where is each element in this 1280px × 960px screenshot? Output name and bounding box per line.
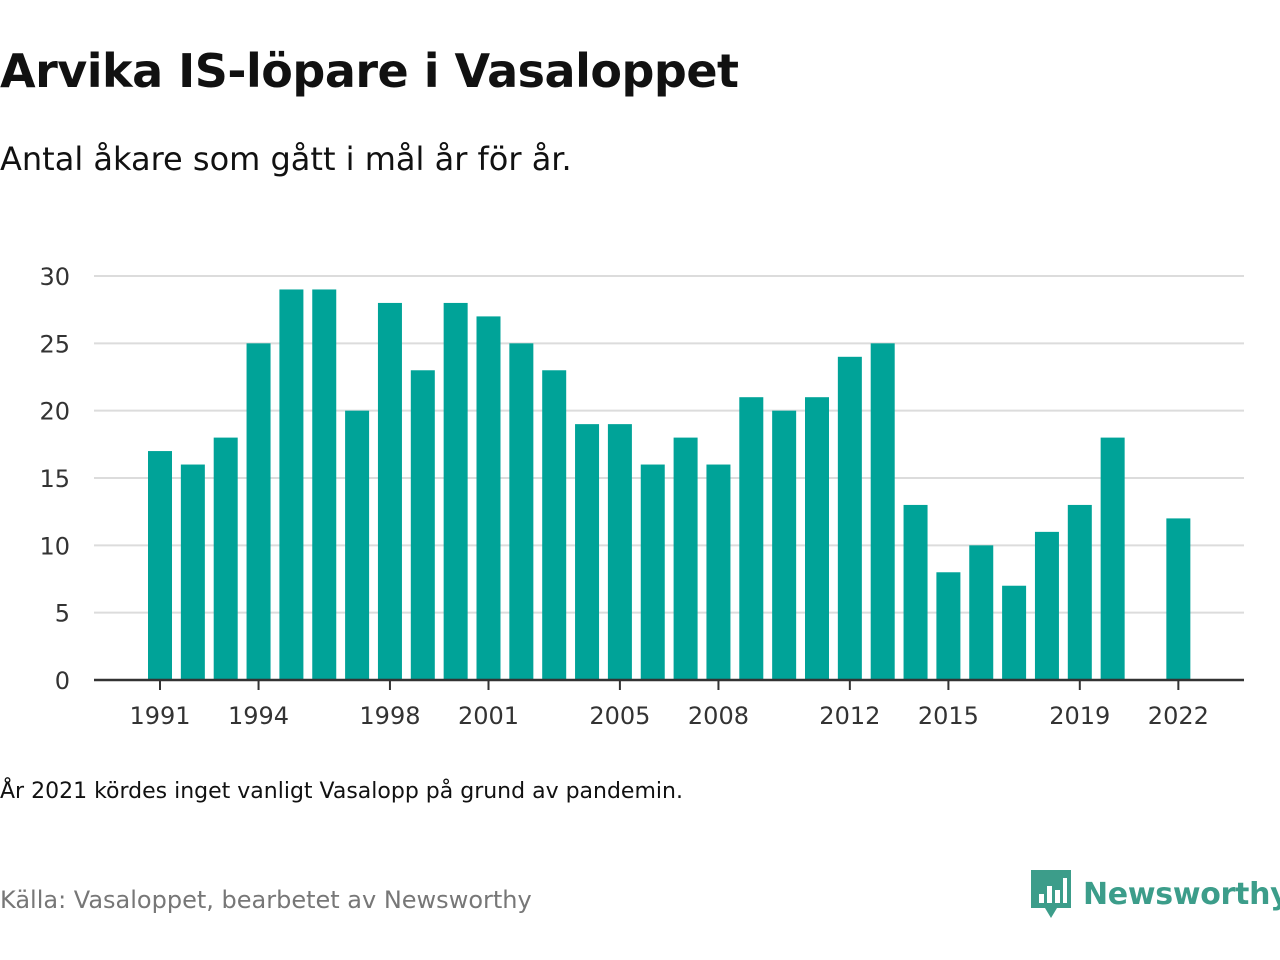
bar <box>673 437 698 680</box>
bar <box>443 302 468 680</box>
x-tick-label: 1994 <box>228 702 289 730</box>
bar <box>969 545 994 680</box>
y-tick-label: 20 <box>39 398 70 426</box>
bar <box>377 302 402 680</box>
y-tick-label: 15 <box>39 465 70 493</box>
bar <box>410 370 435 680</box>
newsworthy-logo[interactable]: Newsworthy <box>1031 870 1280 918</box>
x-tick-label: 1998 <box>359 702 420 730</box>
bar-chart: 0 5 10 15 20 25 30 1991 1994 1998 2001 2005 2008 2012… <box>39 263 1244 730</box>
y-tick-label: 25 <box>39 330 70 358</box>
chart-note: År 2021 kördes inget vanligt Vasalopp på… <box>0 779 683 804</box>
bar <box>345 410 370 680</box>
bar <box>575 424 600 680</box>
x-tick-label: 2001 <box>458 702 519 730</box>
bar <box>542 370 567 680</box>
x-tick-label: 2012 <box>819 702 880 730</box>
chart-title: Arvika IS-löpare i Vasaloppet <box>0 44 739 98</box>
bar <box>739 397 764 680</box>
bar <box>312 289 337 680</box>
x-tick-label: 2005 <box>589 702 650 730</box>
bar <box>1002 585 1027 680</box>
x-tick-label: 2015 <box>918 702 979 730</box>
bar <box>476 316 501 680</box>
x-tick-label: 2008 <box>688 702 749 730</box>
y-tick-label: 0 <box>55 667 70 695</box>
chart-subtitle: Antal åkare som gått i mål år för år. <box>0 140 572 178</box>
x-tick-label: 2019 <box>1049 702 1110 730</box>
bar <box>1067 504 1092 680</box>
bar <box>837 356 862 680</box>
y-tick-label: 5 <box>55 600 70 628</box>
bar <box>607 424 632 680</box>
bar <box>509 343 534 680</box>
bar <box>148 451 172 680</box>
y-tick-label: 30 <box>39 263 70 291</box>
bar <box>772 410 797 680</box>
bar <box>870 343 895 680</box>
bar <box>180 464 205 680</box>
bar <box>1034 531 1059 680</box>
bar <box>706 464 731 680</box>
x-tick-label: 1991 <box>129 702 190 730</box>
bar <box>903 504 928 680</box>
bar <box>213 437 238 680</box>
bar <box>279 289 304 680</box>
bar <box>1100 437 1125 680</box>
bar <box>936 572 961 680</box>
bar <box>805 397 829 680</box>
bar <box>246 343 271 680</box>
source-credit: Källa: Vasaloppet, bearbetet av Newswort… <box>0 886 532 914</box>
bar <box>1166 518 1191 680</box>
bar <box>640 464 665 680</box>
newsworthy-logo-icon <box>1031 870 1071 918</box>
x-tick-label: 2022 <box>1148 702 1209 730</box>
y-tick-label: 10 <box>39 532 70 560</box>
newsworthy-logo-text: Newsworthy <box>1083 876 1280 912</box>
